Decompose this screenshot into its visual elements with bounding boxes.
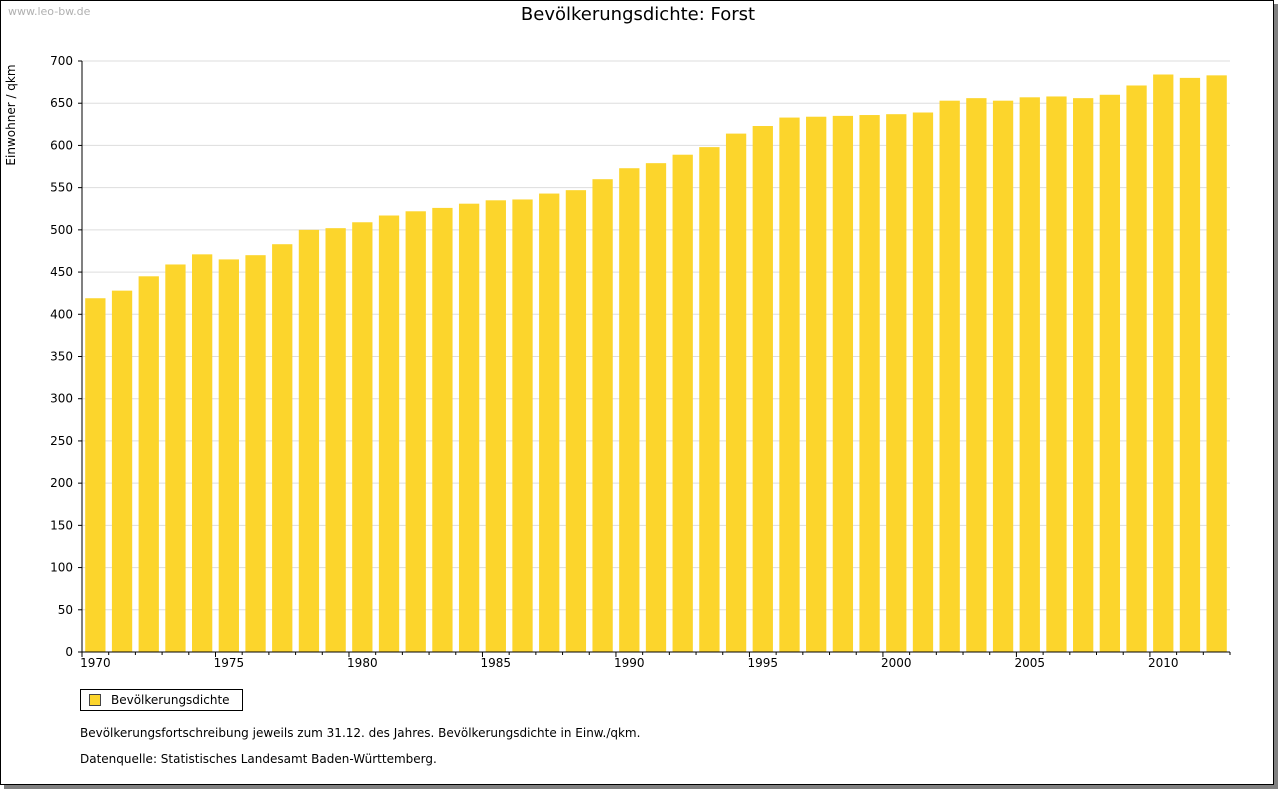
bars — [85, 74, 1227, 653]
axes — [78, 60, 1231, 657]
x-tick-label: 2000 — [881, 656, 912, 670]
y-tick-label: 650 — [50, 96, 73, 110]
legend-swatch — [89, 694, 101, 706]
y-tick-label: 700 — [50, 54, 73, 68]
bar-2011 — [1179, 77, 1201, 652]
x-tick-label: 1970 — [80, 656, 111, 670]
bar-1972 — [138, 276, 159, 652]
bar-1992 — [672, 154, 693, 653]
bar-2012 — [1206, 75, 1227, 653]
y-tick-label: 0 — [65, 645, 73, 659]
y-tick-label: 450 — [50, 265, 73, 279]
x-tick-label: 2010 — [1148, 656, 1179, 670]
bar-1999 — [859, 115, 880, 652]
bar-2009 — [1126, 85, 1147, 653]
x-tick-label: 1975 — [214, 656, 245, 670]
y-tick-label: 350 — [50, 350, 73, 364]
bar-1976 — [245, 255, 266, 652]
bar-1982 — [405, 211, 426, 653]
bar-2002 — [939, 100, 960, 653]
y-tick-label: 300 — [50, 392, 73, 406]
bar-1989 — [592, 179, 613, 652]
watermark: www.leo-bw.de — [8, 5, 91, 18]
bar-1970 — [85, 298, 106, 652]
y-tick-label: 100 — [50, 561, 73, 575]
y-tick-label: 200 — [50, 476, 73, 490]
bar-1987 — [539, 193, 560, 652]
bar-1983 — [432, 207, 453, 653]
bar-1991 — [645, 163, 667, 652]
bar-2008 — [1099, 94, 1121, 653]
y-tick-label: 600 — [50, 138, 73, 152]
y-tick-label: 50 — [58, 603, 73, 617]
x-tick-label: 1980 — [347, 656, 378, 670]
bar-1978 — [298, 229, 320, 652]
bar-1981 — [378, 215, 400, 653]
y-tick-label: 250 — [50, 434, 73, 448]
bar-1971 — [111, 290, 133, 652]
bar-2007 — [1073, 98, 1094, 653]
chart-title: Bevölkerungsdichte: Forst — [520, 4, 756, 25]
footnote-method: Bevölkerungsfortschreibung jeweils zum 3… — [80, 726, 641, 740]
bar-2004 — [992, 100, 1014, 653]
bar-1988 — [565, 190, 587, 652]
x-tick-label: 1985 — [481, 656, 512, 670]
bar-2005 — [1019, 97, 1040, 653]
x-tick-label: 1995 — [748, 656, 779, 670]
bar-2010 — [1153, 74, 1174, 653]
bar-2000 — [886, 114, 907, 652]
y-tick-label: 150 — [50, 518, 73, 532]
bar-1984 — [458, 203, 480, 653]
bar-1995 — [752, 126, 773, 652]
bar-2003 — [966, 98, 987, 653]
bar-1979 — [325, 228, 346, 652]
x-tick-label: 1990 — [614, 656, 645, 670]
bar-1990 — [619, 168, 640, 652]
bar-1975 — [218, 259, 239, 652]
bar-1974 — [191, 254, 213, 652]
bar-1994 — [725, 133, 747, 652]
bar-1977 — [272, 244, 293, 652]
bar-1980 — [352, 222, 373, 652]
x-tick-label: 2005 — [1014, 656, 1045, 670]
bar-1997 — [806, 116, 827, 653]
tick-labels: 0 50 100 150 200 250 300 350 400 450 500 550 600 650 7… — [50, 54, 1178, 670]
bar-1986 — [512, 199, 533, 652]
y-tick-label: 550 — [50, 181, 73, 195]
bar-1993 — [699, 147, 720, 653]
legend-label: Bevölkerungsdichte — [111, 693, 230, 707]
bar-1998 — [832, 115, 854, 653]
legend: Bevölkerungsdichte — [80, 689, 243, 711]
bar-1996 — [779, 117, 800, 653]
bar-2001 — [912, 112, 934, 653]
bar-1973 — [165, 264, 186, 652]
bar-1985 — [485, 200, 506, 653]
y-tick-label: 400 — [50, 307, 73, 321]
footnote-source: Datenquelle: Statistisches Landesamt Bad… — [80, 752, 437, 766]
bar-2006 — [1046, 96, 1067, 652]
y-tick-label: 500 — [50, 223, 73, 237]
